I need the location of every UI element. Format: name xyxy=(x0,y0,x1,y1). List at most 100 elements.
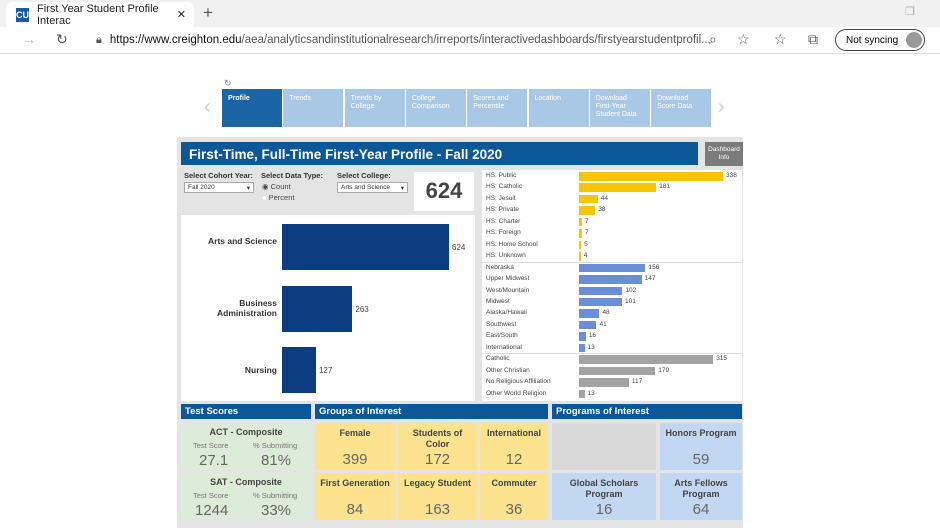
category-label: Nebraska xyxy=(486,263,514,271)
group-card-value: 163 xyxy=(424,501,451,518)
nav-next-icon[interactable]: › xyxy=(718,96,725,118)
college-label: Select College: xyxy=(337,171,391,180)
category-label: Alaska/Hawaii xyxy=(486,309,527,317)
category-label: West/Mountain xyxy=(486,286,530,294)
sat-card: SAT - Composite Test Score % Submitting … xyxy=(181,473,311,520)
demographics-bar-chart: HS: Public 338 HS: Catholic 181 HS: Jesuit 44… xyxy=(482,170,742,401)
program-card: Arts Fellows Program 64 xyxy=(660,473,742,520)
program-card: Global Scholars Program 16 xyxy=(552,473,656,520)
favorites-icon[interactable]: ☆ xyxy=(774,31,787,47)
program-card-value: 16 xyxy=(595,501,613,518)
sat-pct-label: % Submitting xyxy=(253,491,298,500)
avatar xyxy=(906,32,923,48)
category-value: 16 xyxy=(588,332,597,340)
nav-tab-scores-and-percentile[interactable]: Scores and Percentile xyxy=(467,89,528,127)
category-label: Other Christian xyxy=(486,366,530,374)
groups-header: Groups of Interest xyxy=(315,404,548,419)
group-card-label: First Generation xyxy=(320,478,390,488)
nav-tab-download-score-data[interactable]: Download Score Data xyxy=(651,89,712,127)
category-value: 147 xyxy=(644,275,656,283)
program-card-label: Global Scholars Program xyxy=(569,478,639,499)
category-bar xyxy=(579,389,585,399)
college-select[interactable]: Arts and Science ▾ xyxy=(337,182,408,193)
cohort-year-select[interactable]: Fall 2020 ▾ xyxy=(184,182,254,193)
category-value: 117 xyxy=(631,378,643,386)
total-count: 624 xyxy=(414,172,474,211)
nav-tab-location[interactable]: Location xyxy=(528,89,589,127)
restore-window-icon[interactable]: ❐ xyxy=(905,6,915,18)
category-value: 38 xyxy=(598,206,606,214)
category-bar xyxy=(579,275,642,284)
category-bar xyxy=(579,229,582,238)
test-scores-header: Test Scores xyxy=(181,404,311,419)
loading-icon: ↻ xyxy=(224,78,232,88)
add-favorite-icon[interactable]: ☆ xyxy=(737,31,750,47)
category-value: 5 xyxy=(584,240,588,248)
category-bar xyxy=(579,240,582,250)
section-divider xyxy=(482,261,742,263)
category-value: 7 xyxy=(584,229,589,237)
cohort-year-value: Fall 2020 xyxy=(188,184,215,191)
section-divider xyxy=(482,353,742,355)
group-card-label: International xyxy=(486,428,541,438)
category-bar xyxy=(579,366,656,376)
college-value: 127 xyxy=(318,366,333,375)
program-card-label: Honors Program xyxy=(665,428,737,438)
forward-icon[interactable]: → xyxy=(22,31,36,47)
program-card: Honors Program 59 xyxy=(660,423,742,470)
category-label: Southwest xyxy=(486,320,517,328)
refresh-icon[interactable]: ↻ xyxy=(56,31,68,47)
category-bar xyxy=(579,378,629,387)
data-type-percent-radio[interactable]: ● Percent xyxy=(262,193,295,202)
category-value: 338 xyxy=(725,172,737,179)
data-type-count-radio[interactable]: ◉ Count xyxy=(262,182,291,191)
program-card-label: Arts Fellows Program xyxy=(674,478,728,499)
data-type-label: Select Data Type: xyxy=(261,171,323,180)
category-bar xyxy=(579,320,597,330)
group-card-value: 399 xyxy=(342,451,368,468)
category-bar xyxy=(579,343,585,353)
percent-label: Percent xyxy=(268,193,295,202)
group-card-label: Students of Color xyxy=(412,428,463,449)
chevron-down-icon: ▾ xyxy=(400,185,404,192)
category-value: 13 xyxy=(587,389,595,397)
count-label: Count xyxy=(270,182,291,191)
new-tab-icon[interactable]: + xyxy=(203,3,213,22)
group-card: First Generation 84 xyxy=(315,473,395,520)
group-card-label: Commuter xyxy=(491,478,537,488)
category-value: 101 xyxy=(625,297,636,305)
dashboard-info-button[interactable]: Dashboard Info xyxy=(705,142,743,166)
nav-tab-trends-by-college[interactable]: Trends by College xyxy=(344,89,405,127)
group-card: Students of Color 172 xyxy=(398,423,477,470)
category-label: HS: Home School xyxy=(486,240,538,248)
act-score-label: Test Score xyxy=(193,441,229,450)
nav-tab-trends[interactable]: Trends xyxy=(283,89,344,127)
nav-prev-icon[interactable]: ‹ xyxy=(204,96,211,118)
collections-icon[interactable]: ⧉ xyxy=(808,31,818,47)
group-card: International 12 xyxy=(480,423,548,470)
category-value: 44 xyxy=(600,194,608,202)
category-label: HS: Catholic xyxy=(486,183,523,191)
category-bar xyxy=(579,183,657,192)
profile-sync-button[interactable]: Not syncing xyxy=(835,29,925,51)
category-bar xyxy=(579,172,723,181)
category-label: HS: Unknown xyxy=(486,252,526,260)
act-score: 27.1 xyxy=(199,452,229,469)
sat-pct: 33% xyxy=(261,502,292,519)
category-label: HS: Jesuit xyxy=(486,194,516,202)
nav-tab-college-comparison[interactable]: College Comparison xyxy=(405,89,466,127)
category-value: 41 xyxy=(599,320,607,328)
zoom-icon[interactable]: ⌕ xyxy=(709,31,717,47)
close-tab-icon[interactable]: ✕ xyxy=(176,9,186,21)
chevron-down-icon: ▾ xyxy=(246,185,250,192)
browser-tab[interactable]: CU First Year Student Profile Interac ✕ xyxy=(6,2,194,27)
site-favicon-icon: CU xyxy=(16,7,29,22)
college-value: 624 xyxy=(452,243,466,252)
url-field[interactable]: 🔒︎ https://www.creighton.edu/aea/analyti… xyxy=(90,30,730,50)
act-pct-label: % Submitting xyxy=(253,441,298,450)
category-label: Upper Midwest xyxy=(486,275,530,283)
nav-tab-profile[interactable]: Profile xyxy=(222,89,282,127)
sat-score-label: Test Score xyxy=(193,491,229,500)
nav-tab-download-first-year-student-data[interactable]: Download First-Year Student Data xyxy=(589,89,650,127)
act-pct: 81% xyxy=(261,452,292,469)
